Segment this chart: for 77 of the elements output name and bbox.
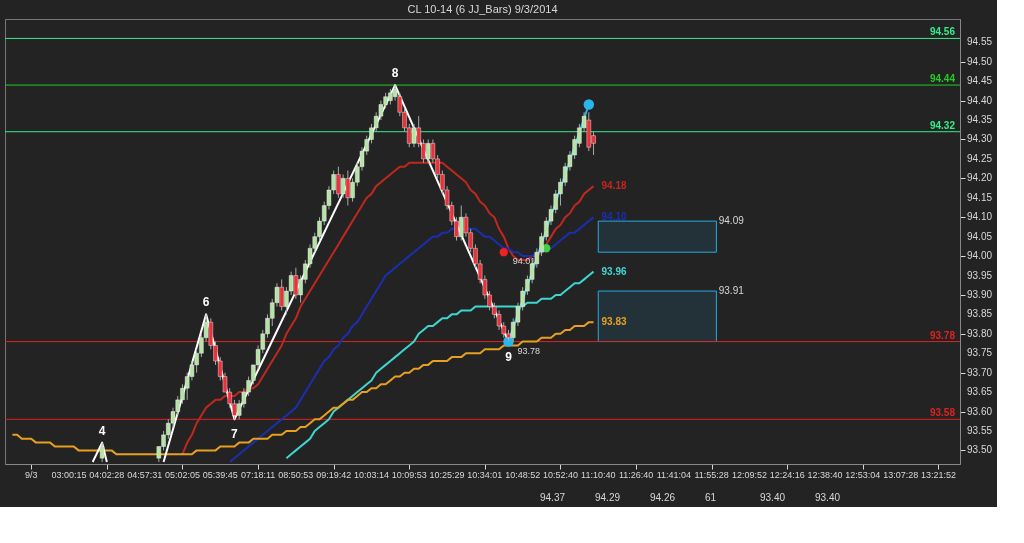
x-tick-label: 04:57:31 — [127, 470, 163, 480]
y-tick-label: 94.45 — [967, 75, 993, 87]
x-tick-label: 11:41:04 — [656, 470, 692, 480]
annotation: 93.78 — [517, 345, 541, 356]
data-label: 94.18 — [601, 180, 627, 192]
y-tick-label: 93.70 — [967, 366, 993, 378]
x-tick-label: 12:09:52 — [731, 470, 767, 480]
data-label: 93.83 — [601, 316, 627, 328]
candlestick — [340, 173, 346, 199]
y-tick-label: 93.90 — [967, 288, 993, 300]
data-label: 94.10 — [601, 211, 627, 223]
ref-line-label: 94.32 — [929, 119, 956, 131]
y-tick-label: 93.80 — [967, 327, 993, 339]
x-tick-label: 13:21:52 — [920, 470, 956, 480]
y-tick-label: 94.30 — [967, 133, 993, 145]
y-tick-label: 93.55 — [967, 424, 993, 436]
ref-line-label: 94.44 — [929, 73, 956, 85]
x-tick-label: 07:18:11 — [240, 470, 276, 480]
x-tick-label: 11:55:28 — [694, 470, 729, 480]
text: 94.37 — [540, 492, 566, 503]
y-tick-label: 93.95 — [967, 269, 993, 281]
x-tick-label: 9/3 — [25, 470, 38, 480]
x-tick-label: 13:07:28 — [883, 470, 919, 480]
y-tick-label: 94.35 — [967, 114, 993, 126]
x-tick-label: 12:53:04 — [845, 470, 881, 480]
point — [499, 248, 508, 257]
x-tick-label: 09:19:42 — [316, 470, 352, 480]
y-tick-label: 94.25 — [967, 152, 993, 164]
y-tick-label: 94.00 — [967, 250, 993, 262]
ref-line-label: 93.58 — [929, 407, 956, 419]
text: 93.40 — [760, 492, 786, 503]
y-tick-label: 94.55 — [967, 36, 993, 48]
y-tick-label: 94.10 — [967, 211, 993, 223]
y-tick-label: 94.15 — [967, 191, 993, 203]
x-tick-label: 10:52:40 — [542, 470, 578, 480]
x-tick-label: 11:10:40 — [581, 470, 616, 480]
x-tick-label: 05:39:45 — [202, 470, 238, 480]
band-label: 94.09 — [718, 215, 745, 227]
text: 61 — [705, 492, 717, 503]
x-tick-label: 10:34:01 — [467, 470, 503, 480]
y-tick-label: 94.50 — [967, 55, 993, 67]
x-tick-label: 10:09:53 — [391, 470, 427, 480]
data-label: 93.96 — [601, 265, 627, 277]
x-tick-label: 04:02:28 — [89, 470, 125, 480]
x-tick-label: 10:03:14 — [353, 470, 389, 480]
y-tick-label: 93.85 — [967, 308, 993, 320]
y-tick-label: 93.75 — [967, 347, 993, 359]
x-tick-label: 05:02:05 — [164, 470, 200, 480]
annotation: 9 — [505, 349, 513, 364]
annotation: 4 — [98, 423, 106, 438]
y-tick-label: 94.40 — [967, 94, 993, 106]
ref-line-label: 93.78 — [929, 329, 956, 341]
annotation: 8 — [391, 66, 399, 81]
y-tick-label: 93.50 — [967, 444, 993, 456]
chart-title: CL 10-14 (6 JJ_Bars) 9/3/2014 — [407, 3, 558, 15]
annotation: 6 — [202, 295, 210, 310]
y-tick-label: 93.60 — [967, 405, 993, 417]
text: 94.29 — [595, 492, 621, 503]
y-tick-label: 93.65 — [967, 386, 993, 398]
x-tick-label: 10:25:29 — [429, 470, 465, 480]
ref-line-label: 94.56 — [929, 26, 956, 38]
y-tick-label: 94.20 — [967, 172, 993, 184]
x-tick-label: 11:26:40 — [618, 470, 654, 480]
x-tick-label: 08:50:53 — [278, 470, 314, 480]
x-tick-label: 10:48:52 — [505, 470, 541, 480]
candlestick — [411, 123, 417, 148]
line-series — [285, 270, 595, 460]
x-tick-label: 12:24:16 — [769, 470, 805, 480]
y-tick-label: 94.05 — [967, 230, 993, 242]
text: 93.40 — [815, 492, 841, 503]
text: 94.26 — [650, 492, 676, 503]
band-label: 93.91 — [718, 285, 745, 297]
x-tick-label: 03:00:15 — [51, 470, 87, 480]
line-series — [228, 216, 595, 464]
annotation: 7 — [231, 427, 239, 442]
point — [583, 99, 595, 110]
x-tick-label: 12:38:40 — [807, 470, 843, 480]
